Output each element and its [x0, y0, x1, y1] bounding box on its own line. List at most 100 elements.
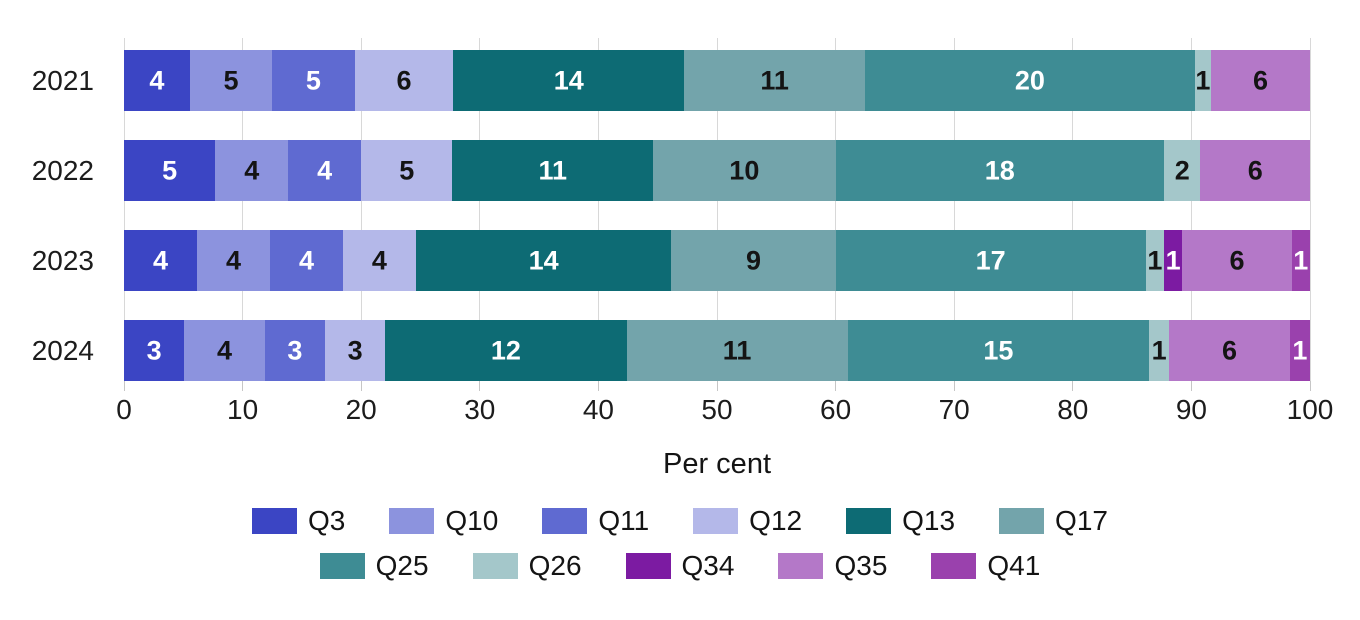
bar-segment-Q17: 10 [653, 140, 836, 201]
legend: Q3 Q10 Q11 Q12 Q13 Q17 Q25 Q26 Q34 Q35 Q41 [0, 505, 1360, 582]
legend-label: Q11 [598, 505, 650, 536]
bar-segment-Q26: 1 [1149, 320, 1170, 381]
legend-label: Q26 [528, 549, 582, 581]
axis-tick [953, 381, 955, 391]
bar-segment-Q25: 20 [865, 50, 1195, 111]
segment-value-label: 4 [298, 245, 314, 275]
legend-item-Q13: Q13 [846, 505, 956, 537]
x-axis-tick-label: 30 [464, 394, 496, 425]
segment-value-label: 6 [1247, 155, 1263, 185]
gridline [1190, 38, 1192, 381]
bar-segment-Q34: 1 [1163, 230, 1183, 291]
gridlines [123, 38, 1311, 381]
legend-label: Q3 [308, 505, 346, 536]
category-label: 2023 [31, 245, 94, 276]
bar-segment-Q26: 2 [1163, 140, 1201, 201]
legend-label: Q17 [1055, 505, 1108, 536]
legend-swatch [389, 508, 435, 535]
bar-segment-Q11: 3 [264, 320, 325, 381]
x-axis-tick-label: 10 [227, 394, 259, 425]
axis-tick [1309, 381, 1311, 391]
x-axis-tick-label: 60 [820, 394, 852, 425]
segment-value-label: 9 [745, 245, 761, 275]
bar-segment-Q3: 4 [124, 50, 190, 111]
axis-tick [123, 381, 125, 391]
legend-label: Q13 [902, 505, 956, 536]
segment-value-label: 12 [490, 335, 521, 365]
legend-item-Q17: Q17 [999, 505, 1108, 537]
segment-value-label: 5 [162, 155, 178, 185]
legend-swatch [319, 553, 365, 580]
year-labels: 2021 2022 2023 2024 [0, 38, 110, 381]
legend-item-Q35: Q35 [778, 549, 888, 582]
bar-segment-Q35: 6 [1169, 320, 1290, 381]
bar-segment-Q12: 3 [325, 320, 386, 381]
segment-value-label: 15 [983, 335, 1014, 365]
bar-segment-Q12: 5 [361, 140, 453, 201]
segment-value-label: 10 [729, 155, 760, 185]
x-axis-title: Per cent [663, 448, 771, 480]
legend-label: Q10 [445, 505, 499, 536]
legend-row: Q25 Q26 Q34 Q35 Q41 [319, 549, 1041, 582]
bar-segment-Q11: 4 [269, 230, 343, 291]
x-axis-tick-label: 80 [1057, 394, 1089, 425]
gridline [123, 38, 125, 381]
segment-value-label: 1 [1195, 65, 1211, 95]
segment-value-label: 6 [1222, 335, 1238, 365]
legend-label: Q25 [375, 549, 429, 581]
segment-value-label: 5 [305, 65, 321, 95]
legend-swatch [252, 508, 298, 535]
gridline [716, 38, 718, 381]
segment-value-label: 14 [528, 245, 559, 275]
segment-value-label: 20 [1014, 65, 1045, 95]
bar-2023: 4 4 4 4 14 9 17 1 1 6 1 [124, 230, 1310, 291]
bar-segment-Q3: 3 [124, 320, 185, 381]
bar-segment-Q35: 6 [1200, 140, 1310, 201]
bar-segment-Q25: 18 [835, 140, 1164, 201]
segment-value-label: 1 [1165, 245, 1181, 275]
gridline [597, 38, 599, 381]
bar-segment-Q17: 11 [626, 320, 848, 381]
segment-value-label: 17 [975, 245, 1006, 275]
x-axis-tick-label: 100 [1286, 394, 1334, 425]
legend-swatch [625, 553, 671, 580]
axis-tick [835, 381, 837, 391]
legend-swatch [931, 553, 977, 580]
legend-swatch [999, 508, 1045, 535]
bar-segment-Q26: 1 [1194, 50, 1212, 111]
category-label: 2024 [31, 335, 94, 366]
legend-swatch [542, 508, 588, 535]
segment-value-label: 4 [152, 245, 168, 275]
legend-item-Q10: Q10 [389, 505, 499, 537]
bar-segment-Q17: 11 [684, 50, 866, 111]
x-axis-tick-label: 20 [345, 394, 377, 425]
bar-segment-Q10: 4 [215, 140, 289, 201]
bar-segment-Q13: 12 [385, 320, 627, 381]
bars: 4 5 5 6 14 11 20 1 6 5 4 4 5 11 10 18 2 6 4 4 4 4 14 9 17 1 1 6 1 3 4 3… [124, 38, 1310, 381]
segment-value-label: 4 [371, 245, 387, 275]
bar-segment-Q13: 14 [453, 50, 685, 111]
segment-value-label: 18 [984, 155, 1015, 185]
bar-segment-Q17: 9 [671, 230, 836, 291]
segment-value-label: 11 [760, 65, 789, 95]
legend-label: Q34 [681, 549, 735, 581]
legend-label: Q41 [987, 549, 1041, 581]
bar-segment-Q10: 4 [196, 230, 270, 291]
bar-segment-Q10: 4 [184, 320, 265, 381]
legend-swatch [693, 508, 739, 535]
gridline [1072, 38, 1074, 381]
axis-tick [479, 381, 481, 391]
bar-segment-Q25: 15 [847, 320, 1150, 381]
bar-2021: 4 5 5 6 14 11 20 1 6 [124, 50, 1310, 111]
bar-2022: 5 4 4 5 11 10 18 2 6 [124, 140, 1310, 201]
segment-value-label: 6 [1229, 245, 1245, 275]
bar-segment-Q26: 1 [1145, 230, 1164, 291]
legend-label: Q12 [749, 505, 803, 536]
legend-label: Q35 [834, 549, 888, 581]
segment-value-label: 3 [347, 335, 363, 365]
bar-segment-Q13: 11 [452, 140, 654, 201]
gridline [1309, 38, 1311, 381]
bar-segment-Q12: 6 [354, 50, 454, 111]
legend-item-Q12: Q12 [693, 505, 803, 537]
